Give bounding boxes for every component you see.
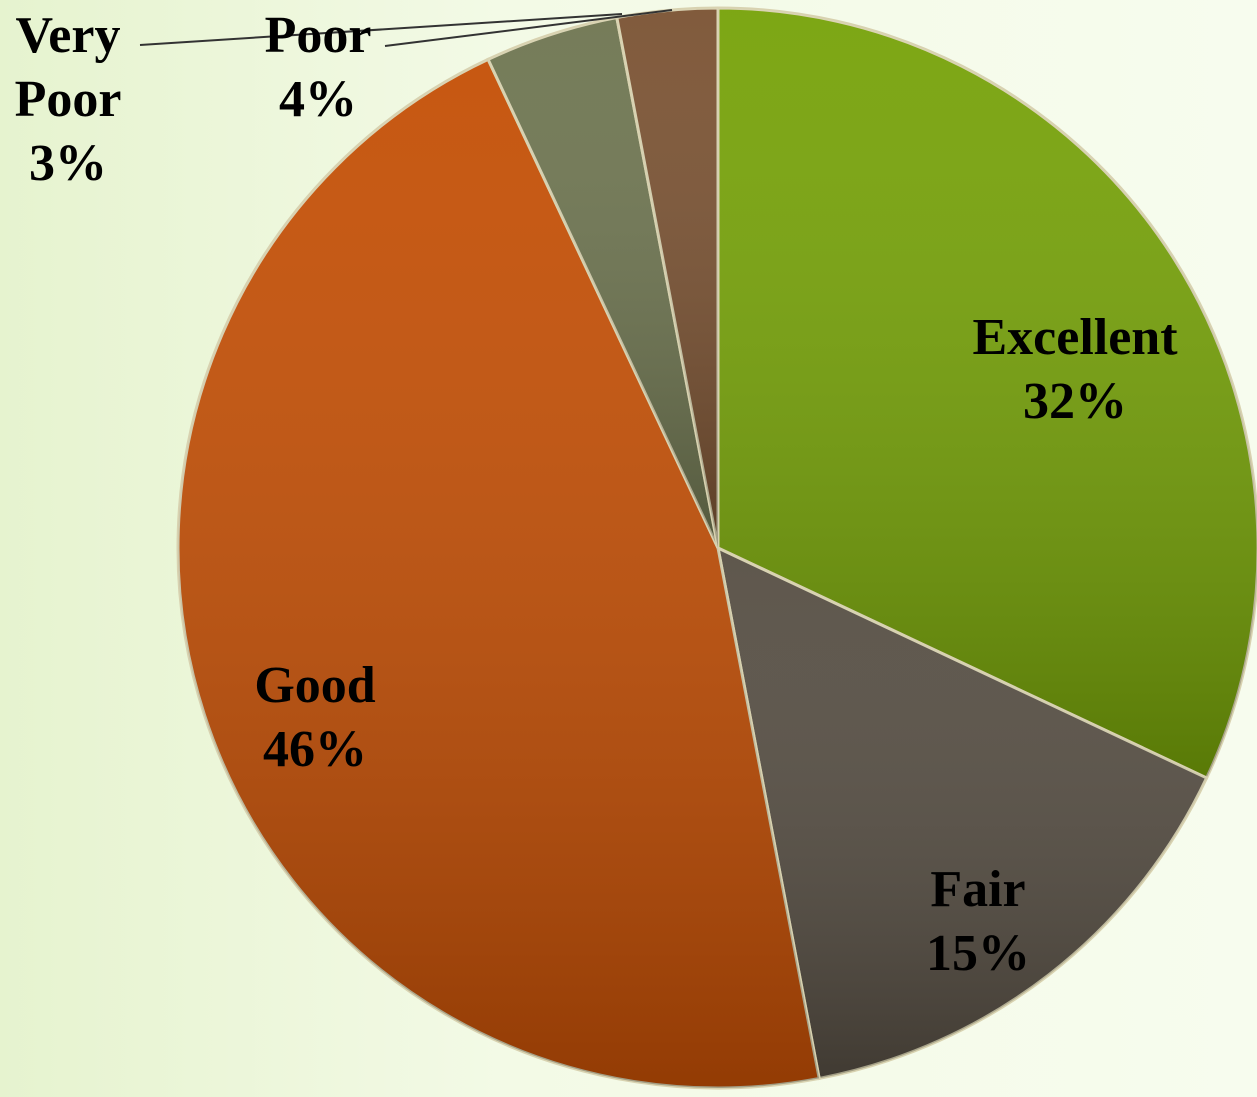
category-label: Fair <box>930 861 1026 918</box>
data-label: Poor 4% <box>228 4 408 132</box>
data-label: Excellent 32% <box>915 306 1235 434</box>
category-label: Excellent <box>972 309 1178 366</box>
value-label: 4% <box>279 71 357 128</box>
value-label: 3% <box>29 135 107 192</box>
pie <box>176 6 1257 1090</box>
data-label: Very Poor 3% <box>0 4 138 196</box>
category-label: Good <box>254 657 376 714</box>
leader-line <box>139 13 623 46</box>
data-label: Good 46% <box>215 654 415 782</box>
value-label: 15% <box>926 925 1030 982</box>
category-label: Poor <box>264 7 372 64</box>
value-label: 32% <box>1023 373 1127 430</box>
category-label: Very Poor <box>14 7 122 128</box>
leader-line <box>384 9 673 47</box>
value-label: 46% <box>263 721 367 778</box>
data-label: Fair 15% <box>878 858 1078 986</box>
